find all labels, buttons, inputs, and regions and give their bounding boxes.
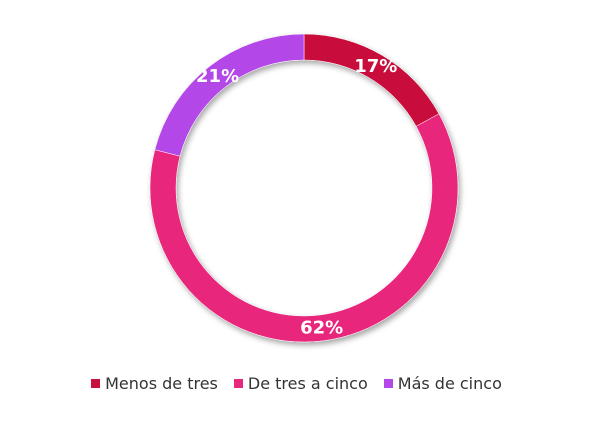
legend-item-de-tres-a-cinco[interactable]: De tres a cinco bbox=[233, 374, 368, 393]
chart-legend: Menos de tres De tres a cinco Más de cin… bbox=[0, 374, 593, 393]
data-label-de-tres-a-cinco: 62% bbox=[300, 317, 343, 338]
data-label-mas-de-cinco: 21% bbox=[196, 66, 239, 87]
slice-mas-de-cinco[interactable] bbox=[154, 33, 305, 157]
legend-label: De tres a cinco bbox=[247, 374, 368, 393]
slice-menos-de-tres[interactable] bbox=[303, 33, 440, 127]
legend-item-menos-de-tres[interactable]: Menos de tres bbox=[91, 374, 218, 393]
legend-label: Menos de tres bbox=[105, 374, 218, 393]
slice-de-tres-a-cinco[interactable] bbox=[149, 113, 459, 343]
legend-item-mas-de-cinco[interactable]: Más de cinco bbox=[383, 374, 502, 393]
legend-swatch bbox=[383, 379, 393, 388]
legend-swatch bbox=[233, 379, 243, 388]
legend-label: Más de cinco bbox=[397, 374, 502, 393]
legend-swatch bbox=[91, 379, 101, 388]
data-label-menos-de-tres: 17% bbox=[354, 56, 397, 77]
